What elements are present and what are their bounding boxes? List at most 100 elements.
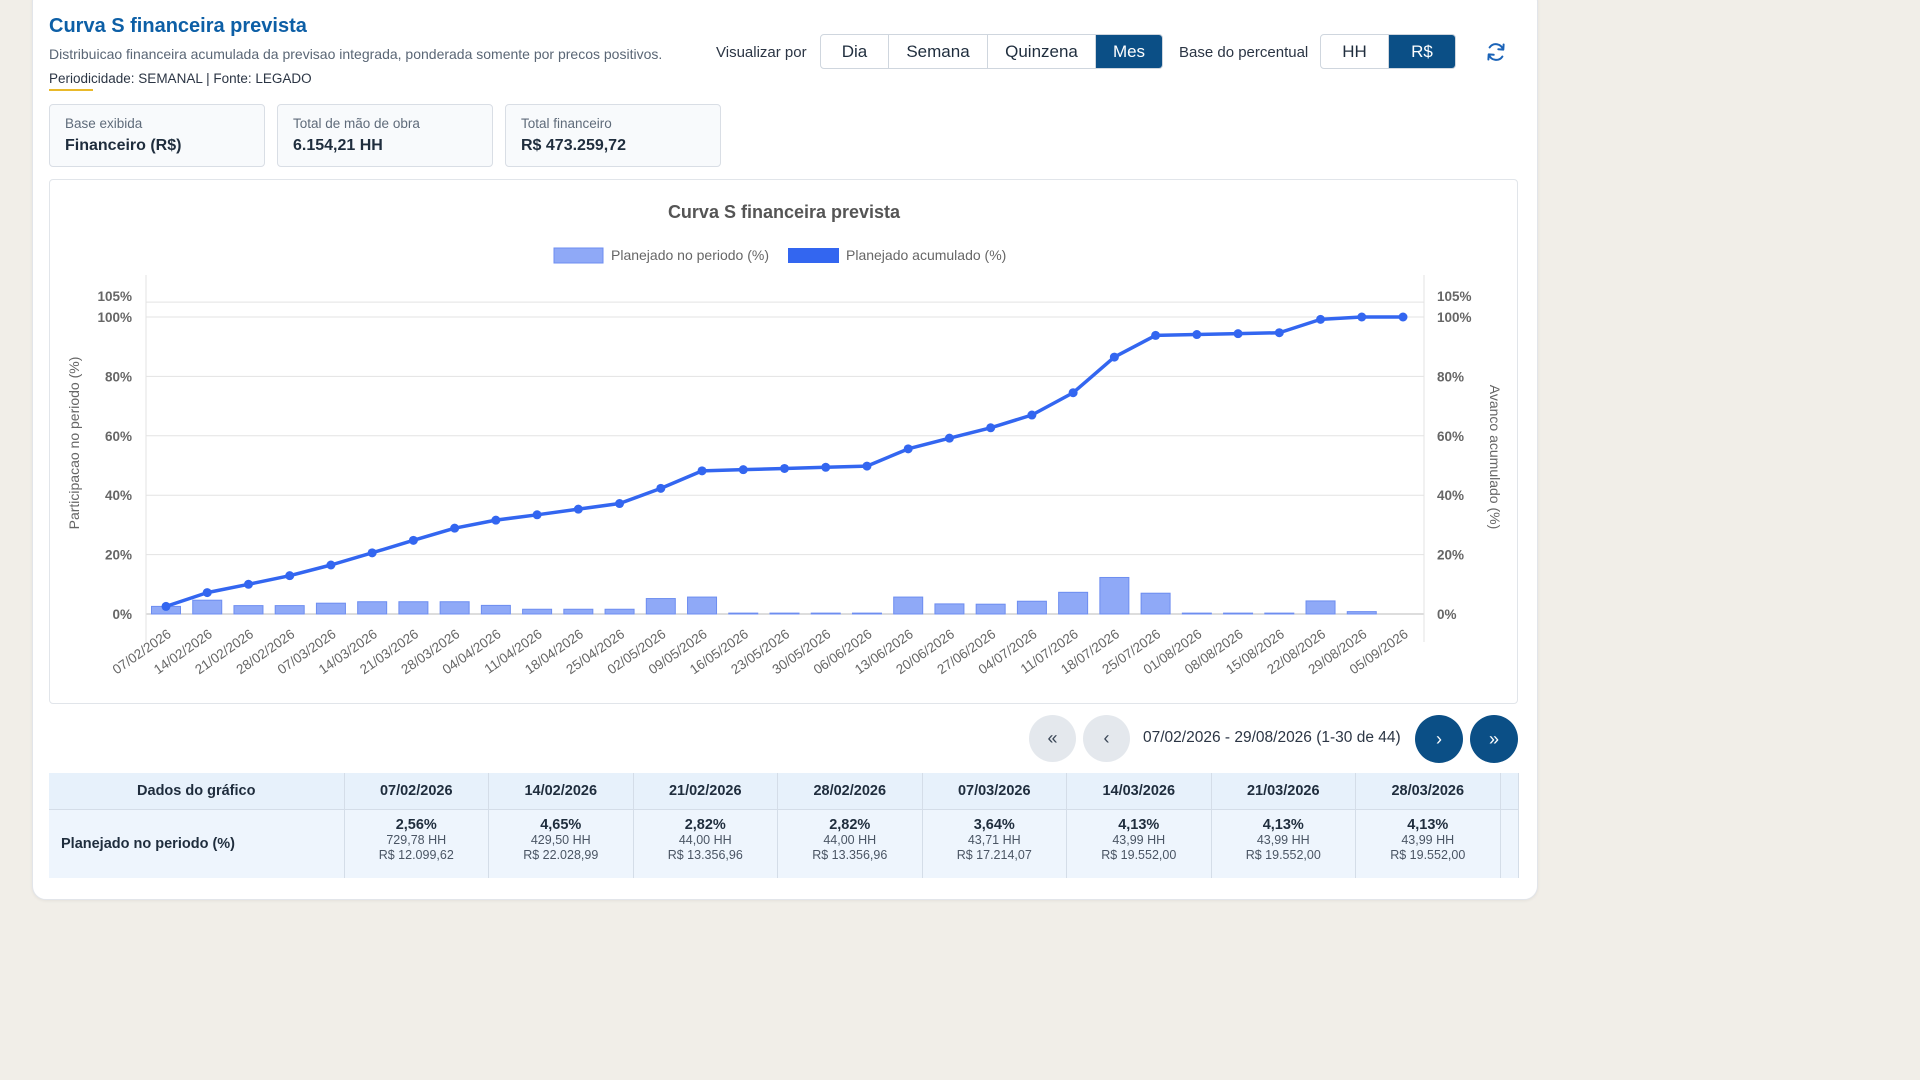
refresh-icon[interactable] [1484, 40, 1508, 64]
bar-planejado-periodo [1058, 591, 1089, 615]
chart-container: Curva S financeira prevista Planejado no … [49, 179, 1518, 704]
bar-planejado-periodo [1264, 612, 1295, 615]
table-row: Planejado no periodo (%) 2,56% 729,78 HH R… [49, 809, 1519, 878]
pager-prev-button[interactable]: ‹ [1083, 715, 1130, 762]
cell-hh: 43,99 HH [1112, 833, 1166, 847]
bar-planejado-periodo [1140, 592, 1171, 615]
view-by-quinzena[interactable]: Quinzena [988, 35, 1096, 68]
point-planejado-acumulado [1027, 410, 1037, 420]
point-planejado-acumulado [862, 461, 872, 471]
stat-total-mao-de-obra: Total de mão de obra 6.154,21 HH [277, 104, 493, 167]
line-planejado-acumulado [165, 315, 1403, 609]
point-planejado-acumulado [903, 444, 913, 454]
cell-percent: 4,13% [1407, 817, 1449, 833]
table-cell: 4,13% 43,99 HH R$ 19.552,00 [1066, 809, 1212, 878]
cell-hh: 729,78 HH [386, 833, 447, 847]
point-planejado-acumulado [780, 463, 789, 473]
cell-percent: 2,82% [684, 817, 726, 833]
legend-swatch-line [788, 248, 839, 263]
percent-base-label: Base do percentual [1179, 44, 1309, 61]
point-planejado-acumulado [1274, 328, 1284, 338]
stat-value: Financeiro (R$) [65, 137, 182, 154]
point-planejado-acumulado [285, 571, 295, 581]
cell-hh: 44,00 HH [823, 833, 877, 847]
percent-base-toggle: HH R$ [1320, 34, 1456, 69]
table-cell: 3,64% 43,71 HH R$ 17.214,07 [922, 809, 1067, 878]
page-subtitle: Distribuicao financeira acumulada da pre… [49, 46, 663, 62]
bar-planejado-periodo [1305, 600, 1336, 615]
bar-planejado-periodo [728, 612, 759, 615]
pager-last-button[interactable]: » [1470, 715, 1518, 763]
period-underline [49, 89, 93, 91]
column-header: 28/02/2026 [777, 773, 923, 810]
stat-value: R$ 473.259,72 [521, 137, 626, 154]
period-info: Periodicidade: SEMANAL | Fonte: LEGADO [49, 71, 312, 86]
y-tick-left: 105% [97, 289, 132, 304]
column-header-spacer [1500, 773, 1519, 810]
table-cell: 2,56% 729,78 HH R$ 12.099,62 [344, 809, 489, 878]
point-planejado-acumulado [326, 560, 336, 570]
point-planejado-acumulado [1233, 329, 1243, 339]
table-cell-spacer [1500, 809, 1519, 878]
stat-label: Total de mão de obra [293, 116, 420, 131]
bar-planejado-periodo [233, 605, 264, 615]
chart-data-table: Dados do gráfico 07/02/2026 14/02/2026 2… [49, 773, 1519, 878]
view-by-semana[interactable]: Semana [889, 35, 988, 68]
view-by-mes[interactable]: Mes [1096, 35, 1162, 68]
cell-hh: 429,50 HH [530, 833, 591, 847]
cell-hh: 43,71 HH [967, 833, 1021, 847]
point-planejado-acumulado [450, 523, 460, 533]
stat-label: Total financeiro [521, 116, 612, 131]
point-planejado-acumulado [944, 433, 954, 443]
percent-base-rs[interactable]: R$ [1389, 35, 1455, 68]
stat-label: Base exibida [65, 116, 143, 131]
column-header: 14/03/2026 [1066, 773, 1212, 810]
table-cell: 2,82% 44,00 HH R$ 13.356,96 [777, 809, 923, 878]
table-corner-header: Dados do gráfico [49, 773, 345, 810]
stat-base-exibida: Base exibida Financeiro (R$) [49, 104, 265, 167]
bar-planejado-periodo [687, 596, 718, 615]
double-chevron-left-icon: « [1047, 728, 1058, 748]
table-cell: 2,82% 44,00 HH R$ 13.356,96 [633, 809, 778, 878]
column-header: 28/03/2026 [1355, 773, 1501, 810]
y-tick-right: 80% [1437, 369, 1464, 384]
bar-planejado-periodo [810, 612, 841, 615]
bar-planejado-periodo [274, 605, 305, 615]
y-tick-right: 20% [1437, 548, 1464, 563]
cell-rs: R$ 19.552,00 [1390, 848, 1466, 862]
cell-percent: 4,13% [1262, 817, 1304, 833]
column-header: 07/03/2026 [922, 773, 1067, 810]
table-cell: 4,65% 429,50 HH R$ 22.028,99 [488, 809, 634, 878]
bar-planejado-periodo [357, 601, 388, 615]
stat-total-financeiro: Total financeiro R$ 473.259,72 [505, 104, 721, 167]
point-planejado-acumulado [573, 504, 583, 514]
table-header-row: Dados do gráfico 07/02/2026 14/02/2026 2… [49, 773, 1519, 810]
pager-next-button[interactable]: › [1415, 715, 1463, 763]
point-planejado-acumulado [243, 579, 253, 589]
point-planejado-acumulado [986, 423, 996, 433]
view-by-dia[interactable]: Dia [821, 35, 889, 68]
legend-label-bar: Planejado no periodo (%) [611, 247, 769, 263]
percent-base-hh[interactable]: HH [1321, 35, 1389, 68]
cell-rs: R$ 13.356,96 [667, 848, 743, 862]
bar-planejado-periodo [522, 608, 553, 615]
pager-first-button[interactable]: « [1029, 715, 1076, 762]
legend-label-line: Planejado acumulado (%) [846, 247, 1006, 263]
point-planejado-acumulado [1357, 312, 1367, 322]
bar-planejado-periodo [851, 612, 882, 615]
point-planejado-acumulado [491, 515, 501, 525]
point-planejado-acumulado [656, 483, 666, 493]
table-cell: 4,13% 43,99 HH R$ 19.552,00 [1355, 809, 1501, 878]
chevron-right-icon: › [1436, 728, 1442, 749]
bar-planejado-periodo [398, 601, 429, 615]
table-cell: 4,13% 43,99 HH R$ 19.552,00 [1211, 809, 1356, 878]
row-label: Planejado no periodo (%) [49, 809, 345, 878]
cell-percent: 2,56% [395, 817, 437, 833]
cell-hh: 43,99 HH [1256, 833, 1310, 847]
bar-planejado-periodo [1346, 611, 1377, 615]
s-curve-chart: Curva S financeira prevista Planejado no … [66, 202, 1503, 677]
point-planejado-acumulado [1398, 312, 1408, 322]
cell-hh: 44,00 HH [678, 833, 732, 847]
bar-planejado-periodo [1016, 600, 1047, 615]
point-planejado-acumulado [1151, 330, 1161, 340]
